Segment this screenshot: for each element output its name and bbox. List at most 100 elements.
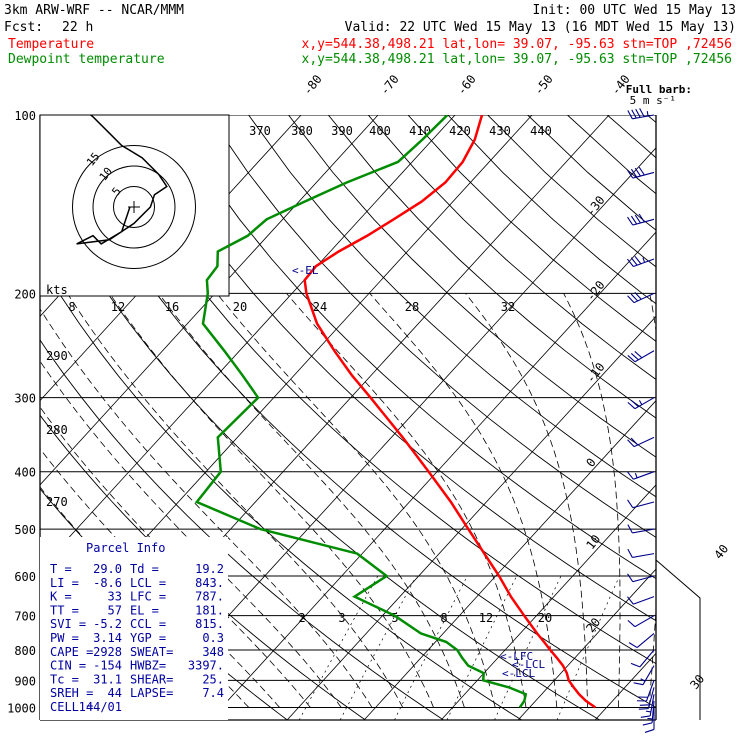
wind-barb-staff [632, 575, 655, 583]
wind-barb-flag [627, 439, 635, 448]
isotherm [40, 115, 379, 486]
moist-adiabat [109, 293, 434, 708]
pressure-tick-label: 400 [14, 466, 36, 480]
dewpoint-location: x,y=544.38,498.21 lat,lon= 39.07, -95.63… [302, 52, 732, 67]
wind-barb-staff [639, 649, 655, 668]
wind-barb-half [638, 400, 643, 405]
wind-barb-flag [640, 715, 651, 718]
dry-adiabat [248, 115, 656, 498]
wind-barb-half [646, 111, 649, 117]
wind-barb-half [645, 710, 651, 713]
wind-barb-flag [630, 662, 641, 668]
theta-label: 380 [291, 124, 313, 138]
wind-barb [627, 213, 655, 226]
wind-barb-staff [642, 665, 655, 685]
parcel-info-cell: 7.4 [202, 686, 224, 700]
forecast-hour: 22 h [62, 20, 93, 35]
moist-adiabat [648, 293, 656, 708]
theta-label: 400 [369, 124, 391, 138]
wind-barb [627, 436, 655, 448]
wind-barb-flag [627, 216, 634, 226]
theta-label: 270 [46, 495, 68, 509]
wind-barb-flag [627, 524, 633, 534]
parcel-info-cell: SVI = [50, 617, 86, 631]
wind-barb [627, 499, 655, 509]
wind-barb-flag [630, 257, 638, 266]
init-time: Init: 00 UTC Wed 15 May 13 [533, 3, 737, 18]
parcel-info-cell: LAPSE= [130, 686, 173, 700]
wind-barb-flag [634, 351, 643, 359]
pressure-tick-label: 800 [14, 644, 36, 658]
wind-barb-flag [638, 166, 645, 176]
mixing-ratio-label: 28 [405, 300, 419, 314]
parcel-info-cell: 144/01 [79, 700, 122, 714]
moist-adiabat [286, 293, 527, 708]
theta-label: 370 [249, 124, 271, 138]
wind-barb-flag [634, 214, 641, 224]
temperature-tick-label: -30 [583, 193, 607, 219]
wind-barb [627, 291, 655, 304]
temperature-tick-label: 30 [687, 672, 707, 692]
dry-adiabat [367, 115, 656, 380]
wind-barb-staff [633, 596, 655, 605]
temperature-tick-label: 0 [583, 455, 598, 469]
moist-adiabat [40, 448, 280, 708]
pressure-tick-label: 100 [14, 109, 36, 123]
moist-adiabat [563, 293, 621, 708]
parcel-info-cell: 19.2 [195, 562, 224, 576]
parcel-info-cell: 181. [195, 603, 224, 617]
mixing-ratio-line [446, 575, 517, 720]
moist-adiabat [66, 293, 404, 708]
moist-adiabat [216, 293, 496, 708]
parcel-info-cell: TT = [50, 603, 79, 617]
wind-barb-staff [632, 501, 655, 509]
el-marker: <-EL [292, 264, 319, 277]
hodograph-trace [76, 115, 168, 245]
temperature-tick-label: 40 [711, 542, 731, 562]
mixing-ratio-label: 20 [233, 300, 247, 314]
parcel-info-cell: 57 [108, 603, 122, 617]
lcl-marker-b: <-LCL [502, 667, 535, 680]
temperature-location: x,y=544.38,498.21 lat,lon= 39.07, -95.63… [302, 37, 732, 52]
dry-adiabat [646, 115, 656, 124]
wind-barb-flag [630, 437, 639, 446]
parcel-info-cell: Tc = [50, 672, 79, 686]
wind-barb-half [642, 257, 646, 263]
parcel-info-cell: 29.0 [93, 562, 122, 576]
dry-adiabat [88, 115, 656, 665]
hodograph-ring-label: 10 [97, 165, 115, 183]
wind-barb-staff [634, 397, 655, 410]
wind-barb [627, 397, 655, 410]
temperature-tick-label: -10 [583, 360, 607, 386]
hodograph-kts-label: kts [46, 283, 68, 297]
wind-barb [626, 596, 655, 605]
lfc-marker: <-LFC [500, 650, 533, 663]
mixing-ratio-label: 24 [313, 300, 327, 314]
parcel-info-cell: 33 [108, 590, 122, 604]
wind-barb-flag [627, 548, 633, 558]
temperature-tick-label: 20 [583, 615, 603, 635]
moist-adiabat [40, 308, 373, 708]
dry-adiabat [168, 115, 656, 580]
series-dewpoint [194, 115, 528, 709]
mixing-ratio-line [556, 575, 620, 720]
theta-label: 290 [46, 349, 68, 363]
pressure-tick-label: 700 [14, 610, 36, 624]
dry-adiabat [48, 115, 656, 709]
isotherm [668, 115, 740, 724]
parcel-info-cell: LI = [50, 576, 79, 590]
wind-barb-staff [633, 471, 655, 480]
lcl-marker-a: <-LCL [512, 658, 545, 671]
parcel-info-cell: 31.1 [93, 672, 122, 686]
parcel-info-cell: 3.14 [93, 631, 122, 645]
wind-barb [640, 694, 655, 718]
mixing-ratio-label: 20 [538, 611, 552, 625]
wind-barb [627, 615, 655, 628]
hodograph-ring-label: 15 [84, 150, 102, 168]
wind-barb-flag [630, 293, 639, 302]
wind-barb-flag [627, 573, 634, 583]
mixing-ratio-label: 32 [501, 300, 515, 314]
parcel-info-cell: CIN = [50, 659, 86, 673]
wind-barb [627, 108, 655, 120]
